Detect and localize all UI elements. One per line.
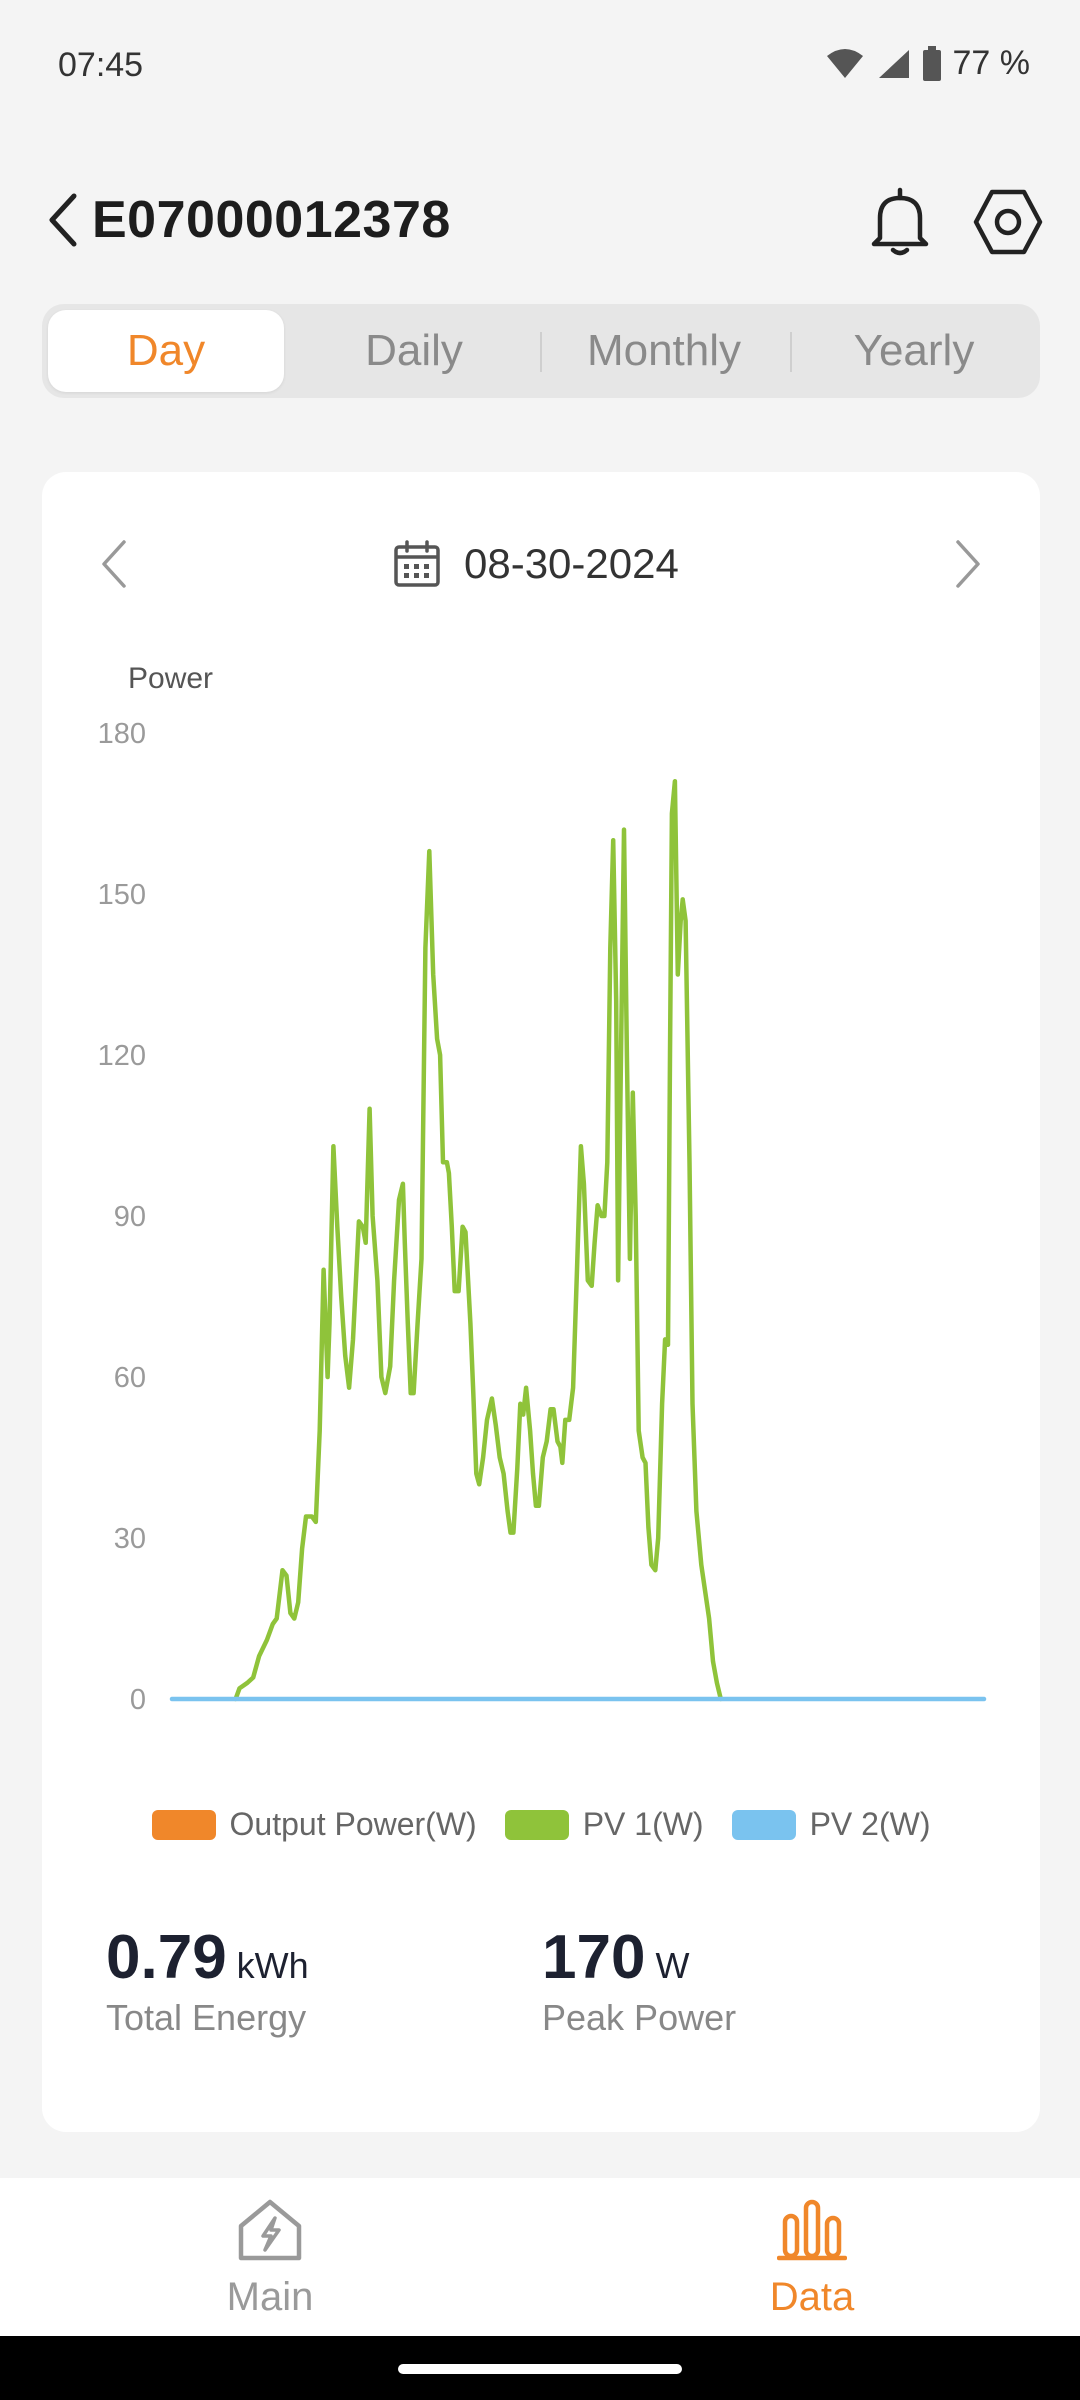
y-tick-label: 90	[114, 1201, 146, 1233]
x-tick-label: 20:25	[948, 1720, 1021, 1722]
selected-date: 08-30-2024	[464, 540, 679, 587]
y-tick-label: 30	[114, 1523, 146, 1555]
cellular-signal-icon	[878, 49, 909, 78]
header: E07000012378	[0, 160, 1080, 280]
x-tick-label: 10:05	[339, 1720, 412, 1722]
total-energy-unit: kWh	[236, 1945, 309, 1986]
legend-label: PV 1(W)	[582, 1806, 704, 1842]
y-tick-label: 120	[98, 1040, 146, 1072]
x-tick-label: 11:50	[441, 1720, 511, 1722]
peak-power-unit: W	[655, 1945, 690, 1986]
status-time: 07:45	[58, 46, 144, 84]
tab-monthly[interactable]: Monthly	[586, 326, 742, 375]
period-tabs: Day Daily Monthly Yearly	[42, 304, 1040, 398]
tab-divider	[790, 332, 792, 372]
battery-icon	[922, 45, 941, 81]
legend-item[interactable]: PV 2(W)	[731, 1806, 931, 1843]
nav-data[interactable]: Data	[662, 2196, 962, 2320]
total-energy-label: Total Energy	[106, 1997, 307, 2038]
x-tick-label: 08:20	[237, 1720, 310, 1722]
total-energy-value: 0.79	[106, 1923, 227, 1992]
peak-power-label: Peak Power	[542, 1997, 737, 2038]
tab-day[interactable]: Day	[48, 310, 284, 392]
y-tick-label: 180	[98, 718, 146, 750]
legend-item[interactable]: PV 1(W)	[504, 1806, 704, 1843]
battery-percentage: 77 %	[952, 44, 1031, 82]
status-icons: 77 %	[825, 44, 1031, 83]
status-bar: 07:45 77 %	[0, 0, 1080, 136]
peak-power-stat: 170 W Peak Power	[542, 1922, 736, 2039]
notification-bell-icon[interactable]	[866, 186, 934, 258]
bottom-navigation: Main Data	[0, 2178, 1080, 2336]
y-tick-label: 0	[130, 1684, 146, 1716]
calendar-icon	[394, 540, 440, 587]
tab-daily[interactable]: Daily	[365, 326, 463, 375]
legend-label: PV 2(W)	[809, 1806, 931, 1842]
tab-yearly[interactable]: Yearly	[853, 326, 975, 375]
series-line	[233, 779, 724, 1702]
legend-swatch	[504, 1809, 569, 1840]
legend-swatch	[151, 1809, 216, 1840]
system-gesture-bar	[0, 2336, 1080, 2400]
legend-item[interactable]: Output Power(W)	[151, 1806, 477, 1843]
data-card: 08-30-2024 Power 180 150 120 90 60 30 0 06:35 08:…	[42, 472, 1040, 2132]
total-energy-stat: 0.79 kWh Total Energy	[106, 1922, 309, 2039]
chart-legend: Output Power(W) PV 1(W) PV 2(W)	[42, 1806, 1040, 1843]
next-date-button[interactable]	[948, 532, 988, 596]
y-tick-label: 150	[98, 879, 146, 911]
date-picker[interactable]: 08-30-2024	[392, 534, 679, 594]
x-tick-label: 15:20	[643, 1720, 716, 1722]
y-axis-label: Power	[128, 662, 213, 695]
power-line-chart: Power 180 150 120 90 60 30 0 06:35 08:20 10:05 11:5…	[98, 662, 1021, 1722]
legend-label: Output Power(W)	[229, 1806, 477, 1842]
x-tick-label: 06:35	[136, 1720, 209, 1722]
peak-power-value: 170	[542, 1923, 646, 1992]
nav-data-label: Data	[769, 2275, 855, 2319]
home-icon	[238, 2199, 302, 2261]
bar-chart-icon	[776, 2199, 848, 2261]
nav-main[interactable]: Main	[120, 2196, 420, 2320]
previous-date-button[interactable]	[94, 532, 134, 596]
settings-gear-icon[interactable]	[972, 186, 1044, 258]
x-tick-label: 17:05	[745, 1720, 818, 1722]
device-serial-title: E07000012378	[92, 191, 451, 249]
x-tick-label: 13:35	[542, 1720, 615, 1722]
tab-divider	[540, 332, 542, 372]
nav-main-label: Main	[226, 2275, 314, 2319]
y-tick-label: 60	[114, 1362, 146, 1394]
legend-swatch	[731, 1809, 796, 1840]
x-tick-label: 18:50	[846, 1720, 919, 1722]
gesture-handle[interactable]	[398, 2364, 682, 2374]
wifi-icon	[826, 48, 863, 78]
back-button[interactable]	[44, 188, 84, 252]
